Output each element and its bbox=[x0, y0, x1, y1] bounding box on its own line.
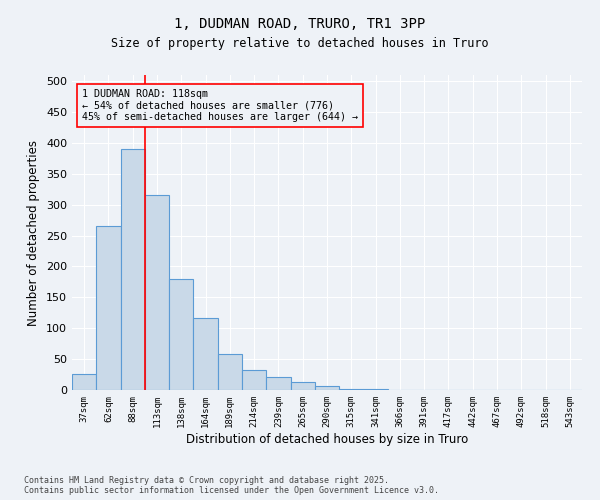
Bar bbox=[242, 370, 266, 390]
Bar bbox=[193, 318, 218, 390]
Text: Contains HM Land Registry data © Crown copyright and database right 2025.
Contai: Contains HM Land Registry data © Crown c… bbox=[24, 476, 439, 495]
Bar bbox=[145, 196, 169, 390]
Bar bbox=[96, 226, 121, 390]
X-axis label: Distribution of detached houses by size in Truro: Distribution of detached houses by size … bbox=[186, 432, 468, 446]
Bar bbox=[266, 377, 290, 390]
Bar bbox=[315, 386, 339, 390]
Bar bbox=[339, 389, 364, 390]
Text: 1 DUDMAN ROAD: 118sqm
← 54% of detached houses are smaller (776)
45% of semi-det: 1 DUDMAN ROAD: 118sqm ← 54% of detached … bbox=[82, 89, 358, 122]
Bar bbox=[169, 279, 193, 390]
Bar bbox=[290, 382, 315, 390]
Text: 1, DUDMAN ROAD, TRURO, TR1 3PP: 1, DUDMAN ROAD, TRURO, TR1 3PP bbox=[175, 18, 425, 32]
Bar bbox=[218, 354, 242, 390]
Bar bbox=[121, 149, 145, 390]
Bar bbox=[72, 374, 96, 390]
Y-axis label: Number of detached properties: Number of detached properties bbox=[28, 140, 40, 326]
Text: Size of property relative to detached houses in Truro: Size of property relative to detached ho… bbox=[111, 38, 489, 51]
